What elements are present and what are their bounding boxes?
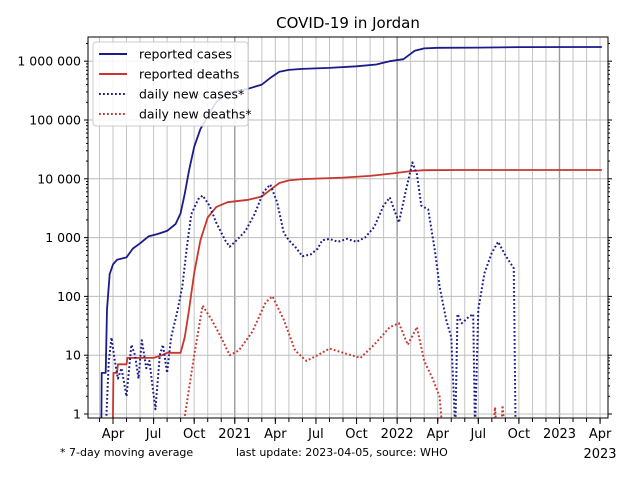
axes: 1 10 100 1 000 10 000 100 000 1 000 000 Apr Jul O… xyxy=(17,42,612,442)
x-tick-label: Apr xyxy=(264,427,287,442)
x-tick-label: Oct xyxy=(508,427,530,442)
footnote: * 7-day moving average xyxy=(60,446,193,459)
legend-label: reported cases xyxy=(139,47,232,62)
x-tick-label: Jul xyxy=(307,427,324,442)
x-tick-label: Apr xyxy=(589,427,612,442)
series-line-daily-new-deaths xyxy=(183,295,505,418)
source-note: last update: 2023-04-05, source: WHO xyxy=(236,446,448,459)
plot-frame xyxy=(87,36,609,419)
series-line-reported-deaths xyxy=(112,169,602,418)
x-tick-label: Oct xyxy=(183,427,205,442)
series-line-daily-new-cases xyxy=(105,161,517,418)
x-tick-label: 2021 xyxy=(218,427,251,442)
x-tick-label: 2022 xyxy=(381,427,414,442)
x-offset-label: 2023 xyxy=(583,447,616,462)
y-tick-label: 100 000 xyxy=(29,113,81,128)
legend-label: reported deaths xyxy=(139,67,239,82)
y-tick-label: 10 xyxy=(65,348,81,363)
y-tick-label: 1 xyxy=(73,407,81,422)
y-tick-label: 1 000 xyxy=(45,230,81,245)
x-tick-label: Apr xyxy=(102,427,125,442)
y-tick-label: 100 xyxy=(57,289,81,304)
x-tick-label: 2023 xyxy=(543,427,576,442)
legend: reported cases reported deaths daily new c… xyxy=(92,41,252,127)
x-tick-label: Jul xyxy=(469,427,486,442)
legend-label: daily new cases* xyxy=(139,87,244,102)
x-tick-label: Oct xyxy=(345,427,367,442)
y-tick-label: 10 000 xyxy=(37,171,81,186)
chart-title: COVID-19 in Jordan xyxy=(276,14,420,32)
legend-box xyxy=(92,41,249,127)
legend-label: daily new deaths* xyxy=(139,107,252,122)
y-tick-label: 1 000 000 xyxy=(17,54,81,69)
x-tick-label: Apr xyxy=(426,427,449,442)
x-tick-label: Jul xyxy=(145,427,162,442)
